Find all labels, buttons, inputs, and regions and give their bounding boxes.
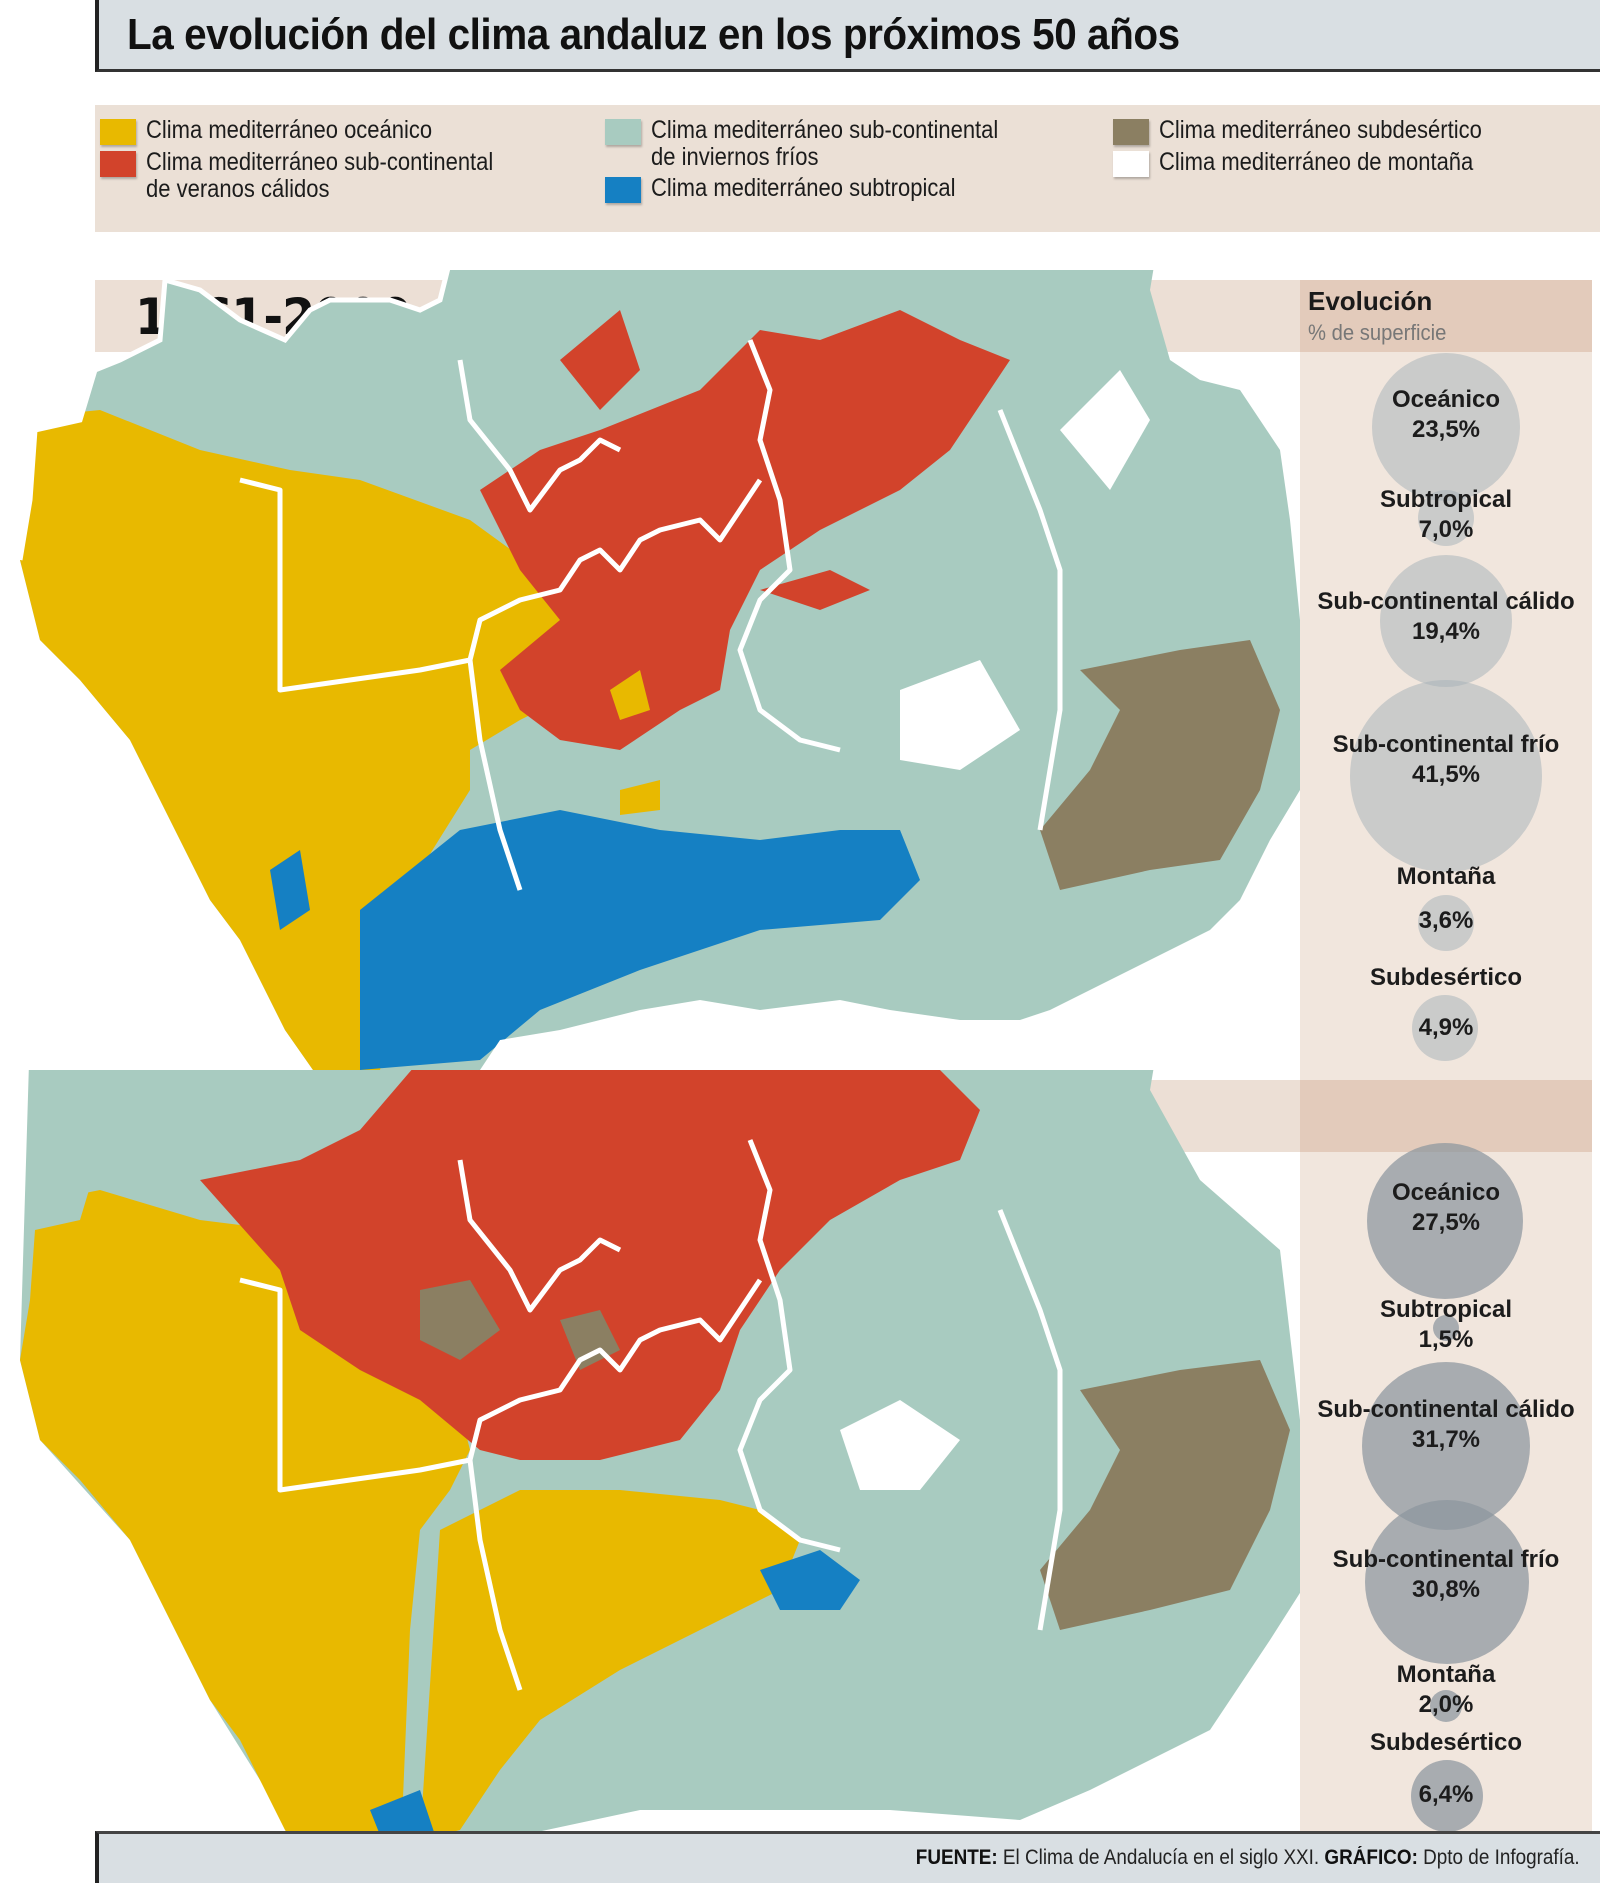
legend-label: Clima mediterráneo sub-continental [651, 116, 999, 144]
evolution-title: Evolución [1308, 286, 1433, 316]
source-label: FUENTE: [916, 1846, 998, 1869]
bubble-label: Oceánico 23,5% [1391, 386, 1501, 443]
legend-item-subcontinental-calido: Clima mediterráneo sub-continental de ve… [100, 149, 541, 203]
footer: FUENTE: El Clima de Andalucía en el sigl… [95, 1831, 1600, 1883]
bubble-subcontinental-calido-1961 [1380, 555, 1512, 687]
bubble-value: 3,6% [1418, 907, 1474, 934]
legend-label-line2: de veranos cálidos [146, 175, 330, 203]
bubble-montana-2041 [1430, 1690, 1462, 1722]
legend-label: Clima mediterráneo de montaña [1159, 148, 1474, 176]
legend-swatch [605, 177, 641, 203]
legend-item-subdesertico: Clima mediterráneo subdesértico [1113, 117, 1526, 145]
bubble-subtropical-2041 [1433, 1315, 1459, 1341]
legend: Clima mediterráneo oceánico Clima medite… [95, 105, 1600, 232]
legend-label: Clima mediterráneo subdesértico [1159, 116, 1482, 144]
bubble-label: Subdesértico [1369, 1729, 1523, 1756]
legend-label: Clima mediterráneo oceánico [146, 116, 433, 144]
bubble-label: Sub-continental frío 30,8% [1332, 1546, 1560, 1603]
legend-item-subcontinental-frio: Clima mediterráneo sub-continental de in… [605, 117, 1046, 171]
legend-item-subtropical: Clima mediterráneo subtropical [605, 175, 997, 203]
evolution-subtitle: % de superficie [1308, 320, 1447, 345]
evolution-header: Evolución % de superficie [1300, 280, 1592, 352]
bubble-label: Sub-continental cálido 19,4% [1317, 588, 1575, 645]
bubble-oceanico-2041 [1367, 1143, 1523, 1299]
legend-swatch [1113, 151, 1149, 177]
bubble-label: Sub-continental frío 41,5% [1332, 731, 1560, 788]
evolution-panel-band [1300, 1080, 1592, 1152]
bubble-label: Montaña [1396, 863, 1496, 890]
source-text: El Clima de Andalucía en el siglo XXI. [1003, 1846, 1320, 1869]
bubble-montana-1961 [1418, 895, 1474, 951]
footer-credits: FUENTE: El Clima de Andalucía en el sigl… [916, 1846, 1580, 1870]
bubble-value: 6,4% [1418, 1781, 1474, 1808]
page-title: La evolución del clima andaluz en los pr… [127, 10, 1180, 59]
bubble-subdesertico-1961 [1412, 995, 1478, 1061]
legend-swatch [1113, 119, 1149, 145]
map-2041-2070 [20, 1070, 1300, 1870]
bubble-subtropical-1961 [1418, 490, 1474, 546]
bubble-label: Subdesértico [1369, 964, 1523, 991]
bubble-subcontinental-frio-2041 [1365, 1500, 1529, 1664]
bubble-label: Montaña 2,0% [1396, 1661, 1496, 1718]
bubble-value: 4,9% [1418, 1014, 1474, 1041]
legend-swatch [605, 119, 641, 145]
bubble-oceanico-1961 [1372, 353, 1520, 501]
bubble-subcontinental-frio-1961 [1350, 680, 1542, 872]
bubble-label: Subtropical 1,5% [1379, 1296, 1512, 1353]
title-bar: La evolución del clima andaluz en los pr… [95, 0, 1600, 72]
legend-label: Clima mediterráneo sub-continental [146, 148, 494, 176]
legend-item-montana: Clima mediterráneo de montaña [1113, 149, 1516, 177]
legend-label: Clima mediterráneo subtropical [651, 174, 956, 202]
bubble-label: Sub-continental cálido 31,7% [1317, 1396, 1575, 1453]
map-1961-2000 [17, 270, 1300, 1070]
legend-swatch [100, 119, 136, 145]
legend-item-oceanico: Clima mediterráneo oceánico [100, 117, 471, 145]
legend-label-line2: de inviernos fríos [651, 143, 819, 171]
graphic-text: Dpto de Infografía. [1423, 1846, 1580, 1869]
bubble-label: Subtropical 7,0% [1379, 486, 1512, 543]
bubble-subdesertico-2041 [1411, 1760, 1483, 1832]
graphic-label: GRÁFICO: [1324, 1846, 1419, 1869]
legend-swatch [100, 151, 136, 177]
bubble-label: Oceánico 27,5% [1391, 1179, 1501, 1236]
